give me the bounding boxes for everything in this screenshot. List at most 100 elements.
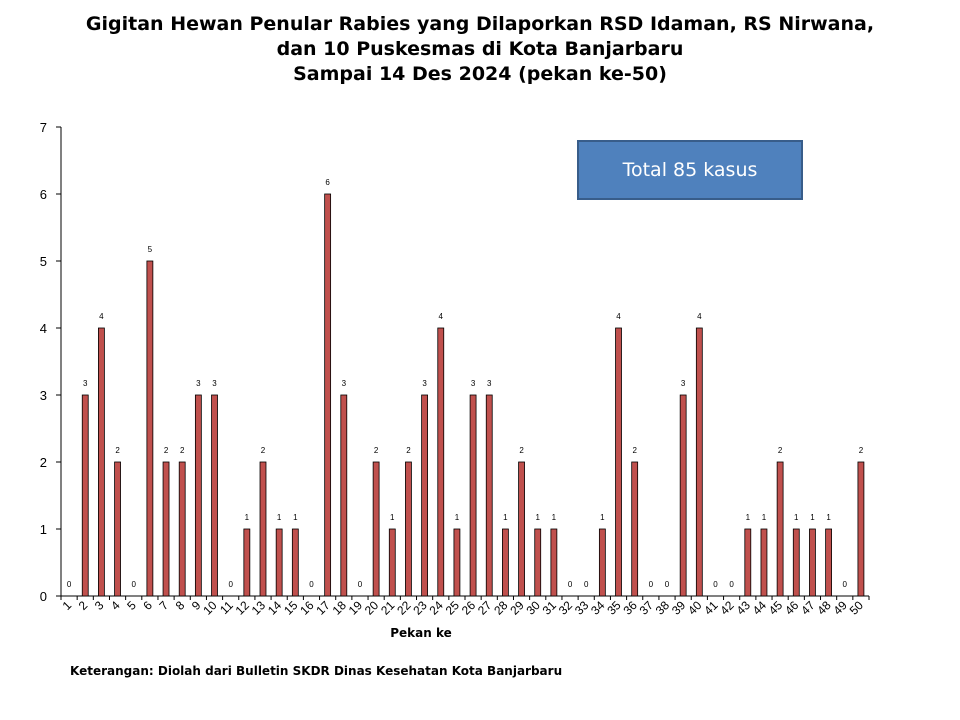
data-label: 5	[148, 245, 153, 254]
bar	[98, 327, 105, 597]
y-tick-label: 0	[40, 589, 47, 604]
data-label: 6	[325, 178, 330, 187]
x-tick-label: 4	[108, 598, 123, 613]
data-label: 1	[455, 513, 460, 522]
bar	[437, 327, 445, 597]
data-label: 0	[713, 580, 718, 589]
bar	[550, 528, 558, 597]
data-label: 1	[762, 513, 767, 522]
bar	[259, 461, 267, 597]
data-label: 1	[810, 513, 815, 522]
x-tick-label: 1	[60, 598, 75, 613]
bar	[534, 528, 542, 597]
bar	[340, 394, 348, 597]
x-tick-label: 8	[173, 598, 188, 613]
data-label: 3	[342, 379, 347, 388]
data-label: 0	[665, 580, 670, 589]
data-label: 1	[794, 513, 799, 522]
data-label: 3	[196, 379, 201, 388]
bar	[776, 461, 784, 597]
data-label: 1	[390, 513, 395, 522]
bar	[388, 528, 396, 597]
y-tick-label: 1	[40, 522, 47, 537]
bar	[518, 461, 525, 597]
data-label: 2	[406, 446, 411, 455]
data-label: 1	[535, 513, 540, 522]
chart-title-line-3: Sampai 14 Des 2024 (pekan ke-50)	[293, 63, 667, 85]
data-label: 2	[115, 446, 120, 455]
data-label: 1	[503, 513, 508, 522]
data-label: 3	[83, 379, 88, 388]
x-tick-label: 6	[140, 598, 155, 613]
bar	[792, 528, 800, 597]
bar	[114, 461, 121, 597]
bar	[809, 528, 816, 597]
x-tick-label: 5	[124, 598, 139, 613]
chart-title-line-1: Gigitan Hewan Penular Rabies yang Dilapo…	[85, 13, 875, 35]
bar	[162, 461, 170, 597]
footnote: Keterangan: Diolah dari Bulletin SKDR Di…	[70, 664, 563, 678]
bar	[372, 461, 380, 597]
total-cases-box: Total 85 kasus	[577, 140, 803, 200]
y-tick-label: 2	[40, 455, 47, 470]
data-label: 0	[309, 580, 314, 589]
data-label: 2	[778, 446, 783, 455]
x-tick-label: 3	[92, 598, 107, 613]
data-label: 1	[552, 513, 557, 522]
data-label: 2	[180, 446, 185, 455]
data-label: 0	[131, 580, 136, 589]
data-label: 4	[99, 312, 104, 321]
bar	[421, 394, 428, 597]
bar	[469, 394, 477, 597]
data-label: 0	[649, 580, 654, 589]
data-label: 3	[471, 379, 476, 388]
data-label: 1	[600, 513, 605, 522]
y-tick-label: 4	[40, 321, 47, 336]
data-label: 0	[843, 580, 848, 589]
y-tick-label: 7	[40, 120, 47, 135]
x-tick-label: 50	[847, 598, 867, 618]
data-label: 0	[67, 580, 72, 589]
data-label: 2	[632, 446, 637, 455]
data-label: 4	[439, 312, 444, 321]
data-label: 0	[228, 580, 233, 589]
bar	[744, 528, 752, 597]
bar	[695, 327, 703, 597]
bar	[178, 461, 186, 597]
bar	[502, 528, 509, 597]
data-label: 1	[293, 513, 298, 522]
data-label: 0	[568, 580, 573, 589]
bar	[453, 528, 461, 597]
bar	[679, 394, 687, 597]
data-label: 3	[422, 379, 427, 388]
bar	[194, 394, 202, 597]
x-axis-label: Pekan ke	[390, 626, 452, 640]
bar	[243, 528, 251, 597]
data-label: 3	[212, 379, 217, 388]
y-tick-label: 6	[40, 187, 47, 202]
data-label: 3	[681, 379, 686, 388]
bar	[485, 394, 493, 597]
bar	[275, 528, 283, 597]
bar	[857, 461, 865, 597]
data-label: 1	[826, 513, 831, 522]
y-tick-label: 5	[40, 254, 47, 269]
data-label: 1	[746, 513, 751, 522]
bar	[81, 394, 89, 597]
x-tick-label: 7	[157, 598, 172, 613]
chart-title: Gigitan Hewan Penular Rabies yang Dilapo…	[0, 12, 960, 87]
data-label: 2	[374, 446, 379, 455]
y-tick-label: 3	[40, 388, 47, 403]
bar	[631, 461, 639, 597]
data-label: 1	[277, 513, 282, 522]
bar	[825, 528, 832, 597]
bar	[211, 394, 218, 597]
data-label: 2	[164, 446, 169, 455]
bar	[405, 461, 412, 597]
chart-title-line-2: dan 10 Puskesmas di Kota Banjarbaru	[276, 38, 684, 60]
data-label: 0	[358, 580, 363, 589]
data-label: 2	[519, 446, 524, 455]
data-label: 4	[697, 312, 702, 321]
bar	[324, 193, 332, 597]
